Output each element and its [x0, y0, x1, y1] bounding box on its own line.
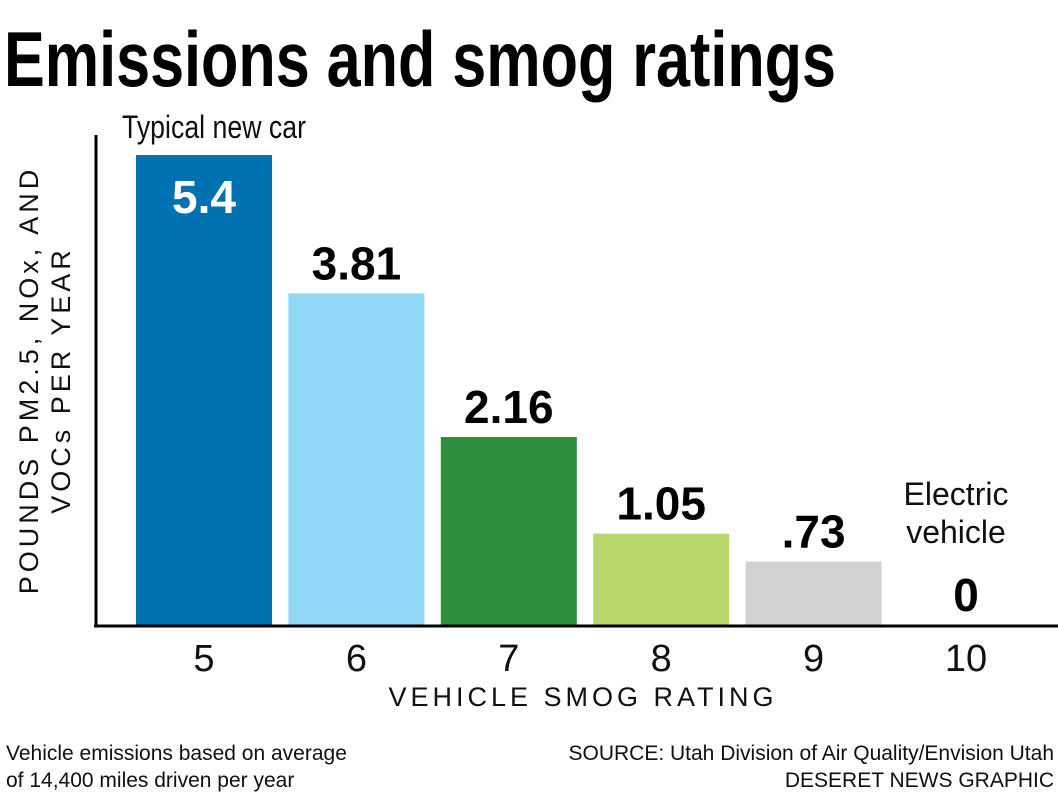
x-tick-label-9: 9 — [803, 638, 824, 680]
value-label-5: 5.4 — [172, 171, 236, 223]
value-label-8: 1.05 — [616, 478, 706, 530]
bar-5 — [136, 155, 272, 625]
annotation-electric-line-2: vehicle — [906, 514, 1006, 550]
annotation-electric-line-1: Electric — [904, 476, 1009, 512]
chart-title: Emissions and smog ratings — [4, 15, 836, 103]
value-label-7: 2.16 — [464, 381, 554, 433]
bar-8 — [593, 533, 730, 625]
value-label-10: 0 — [953, 569, 979, 621]
y-axis-label: POUNDS PM2.5, NOx, AND VOCs PER YEAR — [14, 166, 76, 595]
footnote-line-1: Vehicle emissions based on average — [6, 742, 347, 765]
bar-9 — [745, 561, 882, 625]
value-label-9: .73 — [782, 505, 846, 557]
x-tick-label-6: 6 — [346, 638, 367, 680]
bar-7 — [440, 437, 577, 625]
source-credit: SOURCE: Utah Division of Air Quality/Env… — [568, 742, 1054, 765]
x-axis-label: VEHICLE SMOG RATING — [388, 682, 777, 712]
x-tick-label-5: 5 — [193, 638, 214, 680]
graphic-credit: DESERET NEWS GRAPHIC — [785, 769, 1054, 792]
x-tick-label-7: 7 — [498, 638, 519, 680]
x-tick-label-10: 10 — [945, 638, 987, 680]
y-axis-label-line-2: VOCs PER YEAR — [46, 246, 76, 514]
footnote-line-2: of 14,400 miles driven per year — [6, 769, 294, 792]
x-tick-label-8: 8 — [651, 638, 672, 680]
annotation-typical-new-car: Typical new car — [122, 109, 306, 145]
bar-6 — [288, 293, 425, 625]
y-axis-label-line-1: POUNDS PM2.5, NOx, AND — [14, 166, 44, 595]
value-label-6: 3.81 — [312, 237, 402, 289]
